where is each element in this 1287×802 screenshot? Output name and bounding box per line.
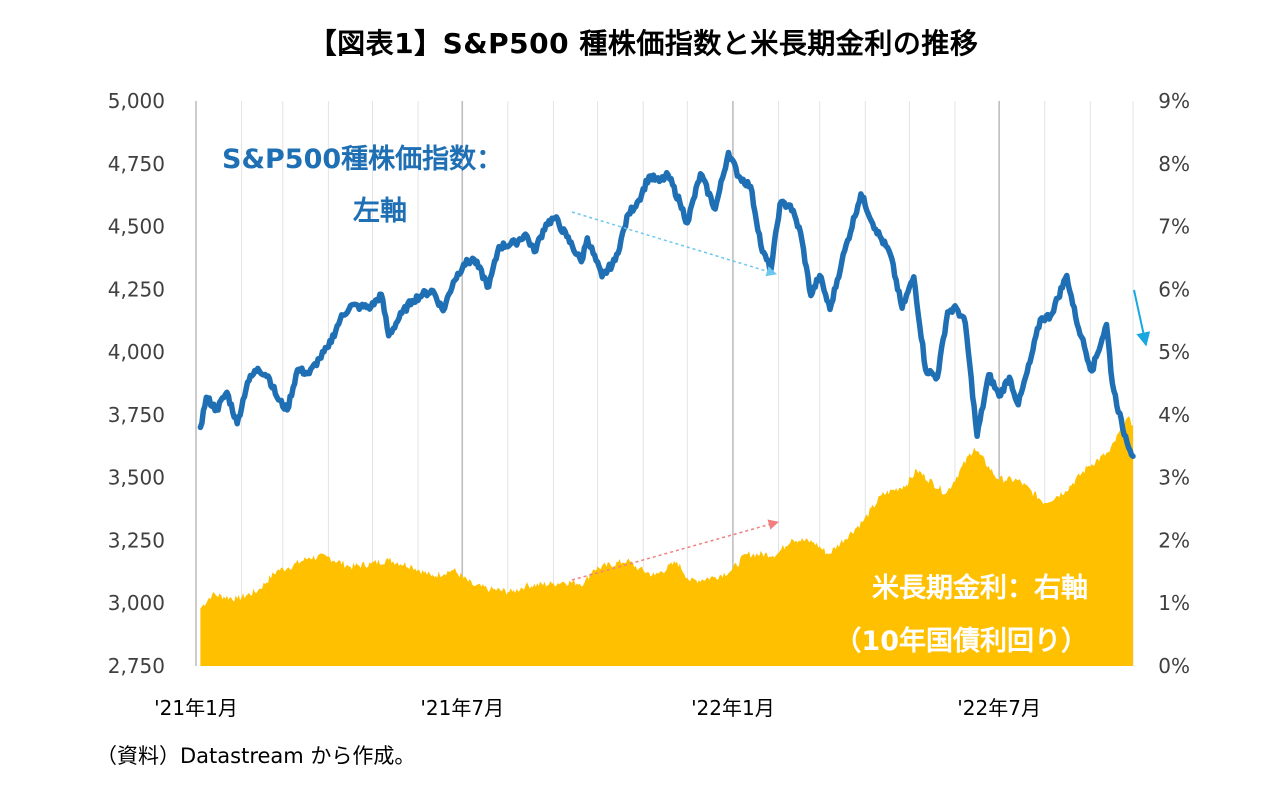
yield-area <box>200 416 1133 666</box>
yield-series <box>200 416 1133 666</box>
x-axis-ticks: '21年1月 '21年7月 '22年1月 '22年7月 <box>154 696 1041 720</box>
sp500-series <box>197 149 1136 460</box>
left-axis-ticks: 5,000 4,750 4,500 4,250 4,000 3,750 3,500 3,250… <box>108 89 165 678</box>
x-tick-label: '22年1月 <box>691 696 775 720</box>
right-tick-label: 8% <box>1158 152 1190 176</box>
left-tick-label: 3,000 <box>108 591 165 615</box>
right-axis-ticks: 9% 8% 7% 6% 5% 4% 3% 2% 1% 0% <box>1158 89 1190 678</box>
left-tick-label: 2,750 <box>108 654 165 678</box>
left-tick-label: 4,250 <box>108 277 165 301</box>
left-tick-label: 4,000 <box>108 340 165 364</box>
right-tick-label: 0% <box>1158 654 1190 678</box>
left-tick-label: 5,000 <box>108 89 165 113</box>
right-tick-label: 5% <box>1158 340 1190 364</box>
left-tick-label: 4,750 <box>108 152 165 176</box>
right-tick-label: 3% <box>1158 466 1190 490</box>
right-tick-label: 6% <box>1158 277 1190 301</box>
right-tick-label: 4% <box>1158 403 1190 427</box>
sp-label-line1: S&P500種株価指数： <box>222 144 503 175</box>
x-tick-label: '22年7月 <box>957 696 1041 720</box>
sp500-line <box>197 149 1136 460</box>
yield-label-line2: （10年国債利回り） <box>834 625 1088 657</box>
left-tick-label: 3,500 <box>108 466 165 490</box>
chart-svg: 5,000 4,750 4,500 4,250 4,000 3,750 3,500 3,250… <box>108 89 1190 720</box>
right-tick-label: 1% <box>1158 591 1190 615</box>
right-tick-label: 7% <box>1158 215 1190 239</box>
sp-trend-arrow <box>571 211 778 277</box>
chart-title: 【図表1】S&P500 種株価指数と米長期金利の推移 <box>308 27 979 60</box>
yield-label-line1: 米長期金利：右軸 <box>872 572 1088 604</box>
left-tick-label: 4,500 <box>108 215 165 239</box>
x-tick-label: '21年1月 <box>154 696 238 720</box>
x-tick-label: '21年7月 <box>420 696 504 720</box>
left-tick-label: 3,750 <box>108 403 165 427</box>
source-note: （資料）Datastream から作成。 <box>96 744 416 768</box>
right-tick-label: 9% <box>1158 89 1190 113</box>
right-tick-label: 2% <box>1158 528 1190 552</box>
sp-label-line2: 左軸 <box>353 196 407 227</box>
left-tick-label: 3,250 <box>108 528 165 552</box>
sp-decline-arrow <box>1133 289 1151 347</box>
